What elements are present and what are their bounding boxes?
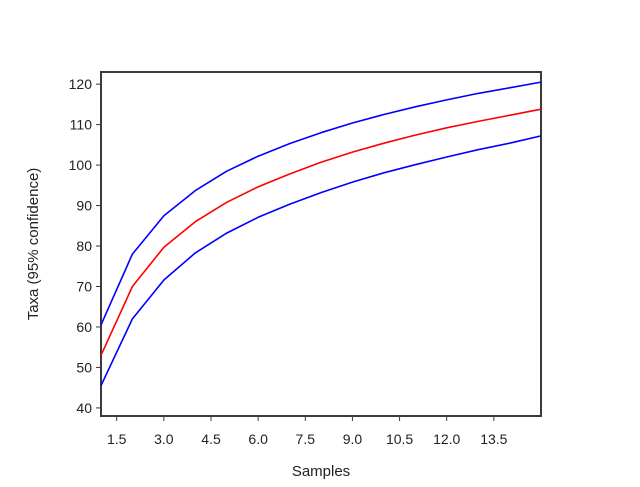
y-tick-label: 50 — [76, 359, 92, 375]
y-axis-ticks: 40 50 60 70 80 90 100 110 120 — [69, 76, 101, 416]
x-tick-label: 12.0 — [433, 431, 460, 447]
x-tick-label: 6.0 — [248, 431, 268, 447]
y-tick-label: 80 — [76, 238, 92, 254]
y-tick-label: 40 — [76, 400, 92, 416]
y-tick-label: 100 — [69, 157, 93, 173]
series-layer — [100, 81, 542, 386]
x-tick-label: 4.5 — [201, 431, 221, 447]
y-tick-label: 110 — [70, 117, 93, 133]
y-axis-title: Taxa (95% confidence) — [25, 168, 42, 321]
y-tick-label: 120 — [69, 76, 93, 92]
x-tick-label: 3.0 — [154, 431, 174, 447]
x-tick-label: 10.5 — [386, 431, 413, 447]
upper-bound-line — [100, 81, 542, 326]
x-axis-title: Samples — [292, 463, 350, 480]
x-tick-label: 7.5 — [296, 431, 316, 447]
x-axis-ticks: 1.5 3.0 4.5 6.0 7.5 9.0 10.5 12.0 13.5 — [107, 416, 508, 447]
mean-line — [100, 108, 542, 356]
plot-frame — [100, 71, 542, 417]
y-tick-label: 90 — [76, 198, 92, 214]
x-tick-label: 9.0 — [343, 431, 363, 447]
x-tick-label: 1.5 — [107, 431, 127, 447]
lower-bound-line — [100, 135, 542, 386]
y-tick-label: 60 — [76, 319, 92, 335]
y-tick-label: 70 — [76, 278, 92, 294]
x-tick-label: 13.5 — [480, 431, 507, 447]
